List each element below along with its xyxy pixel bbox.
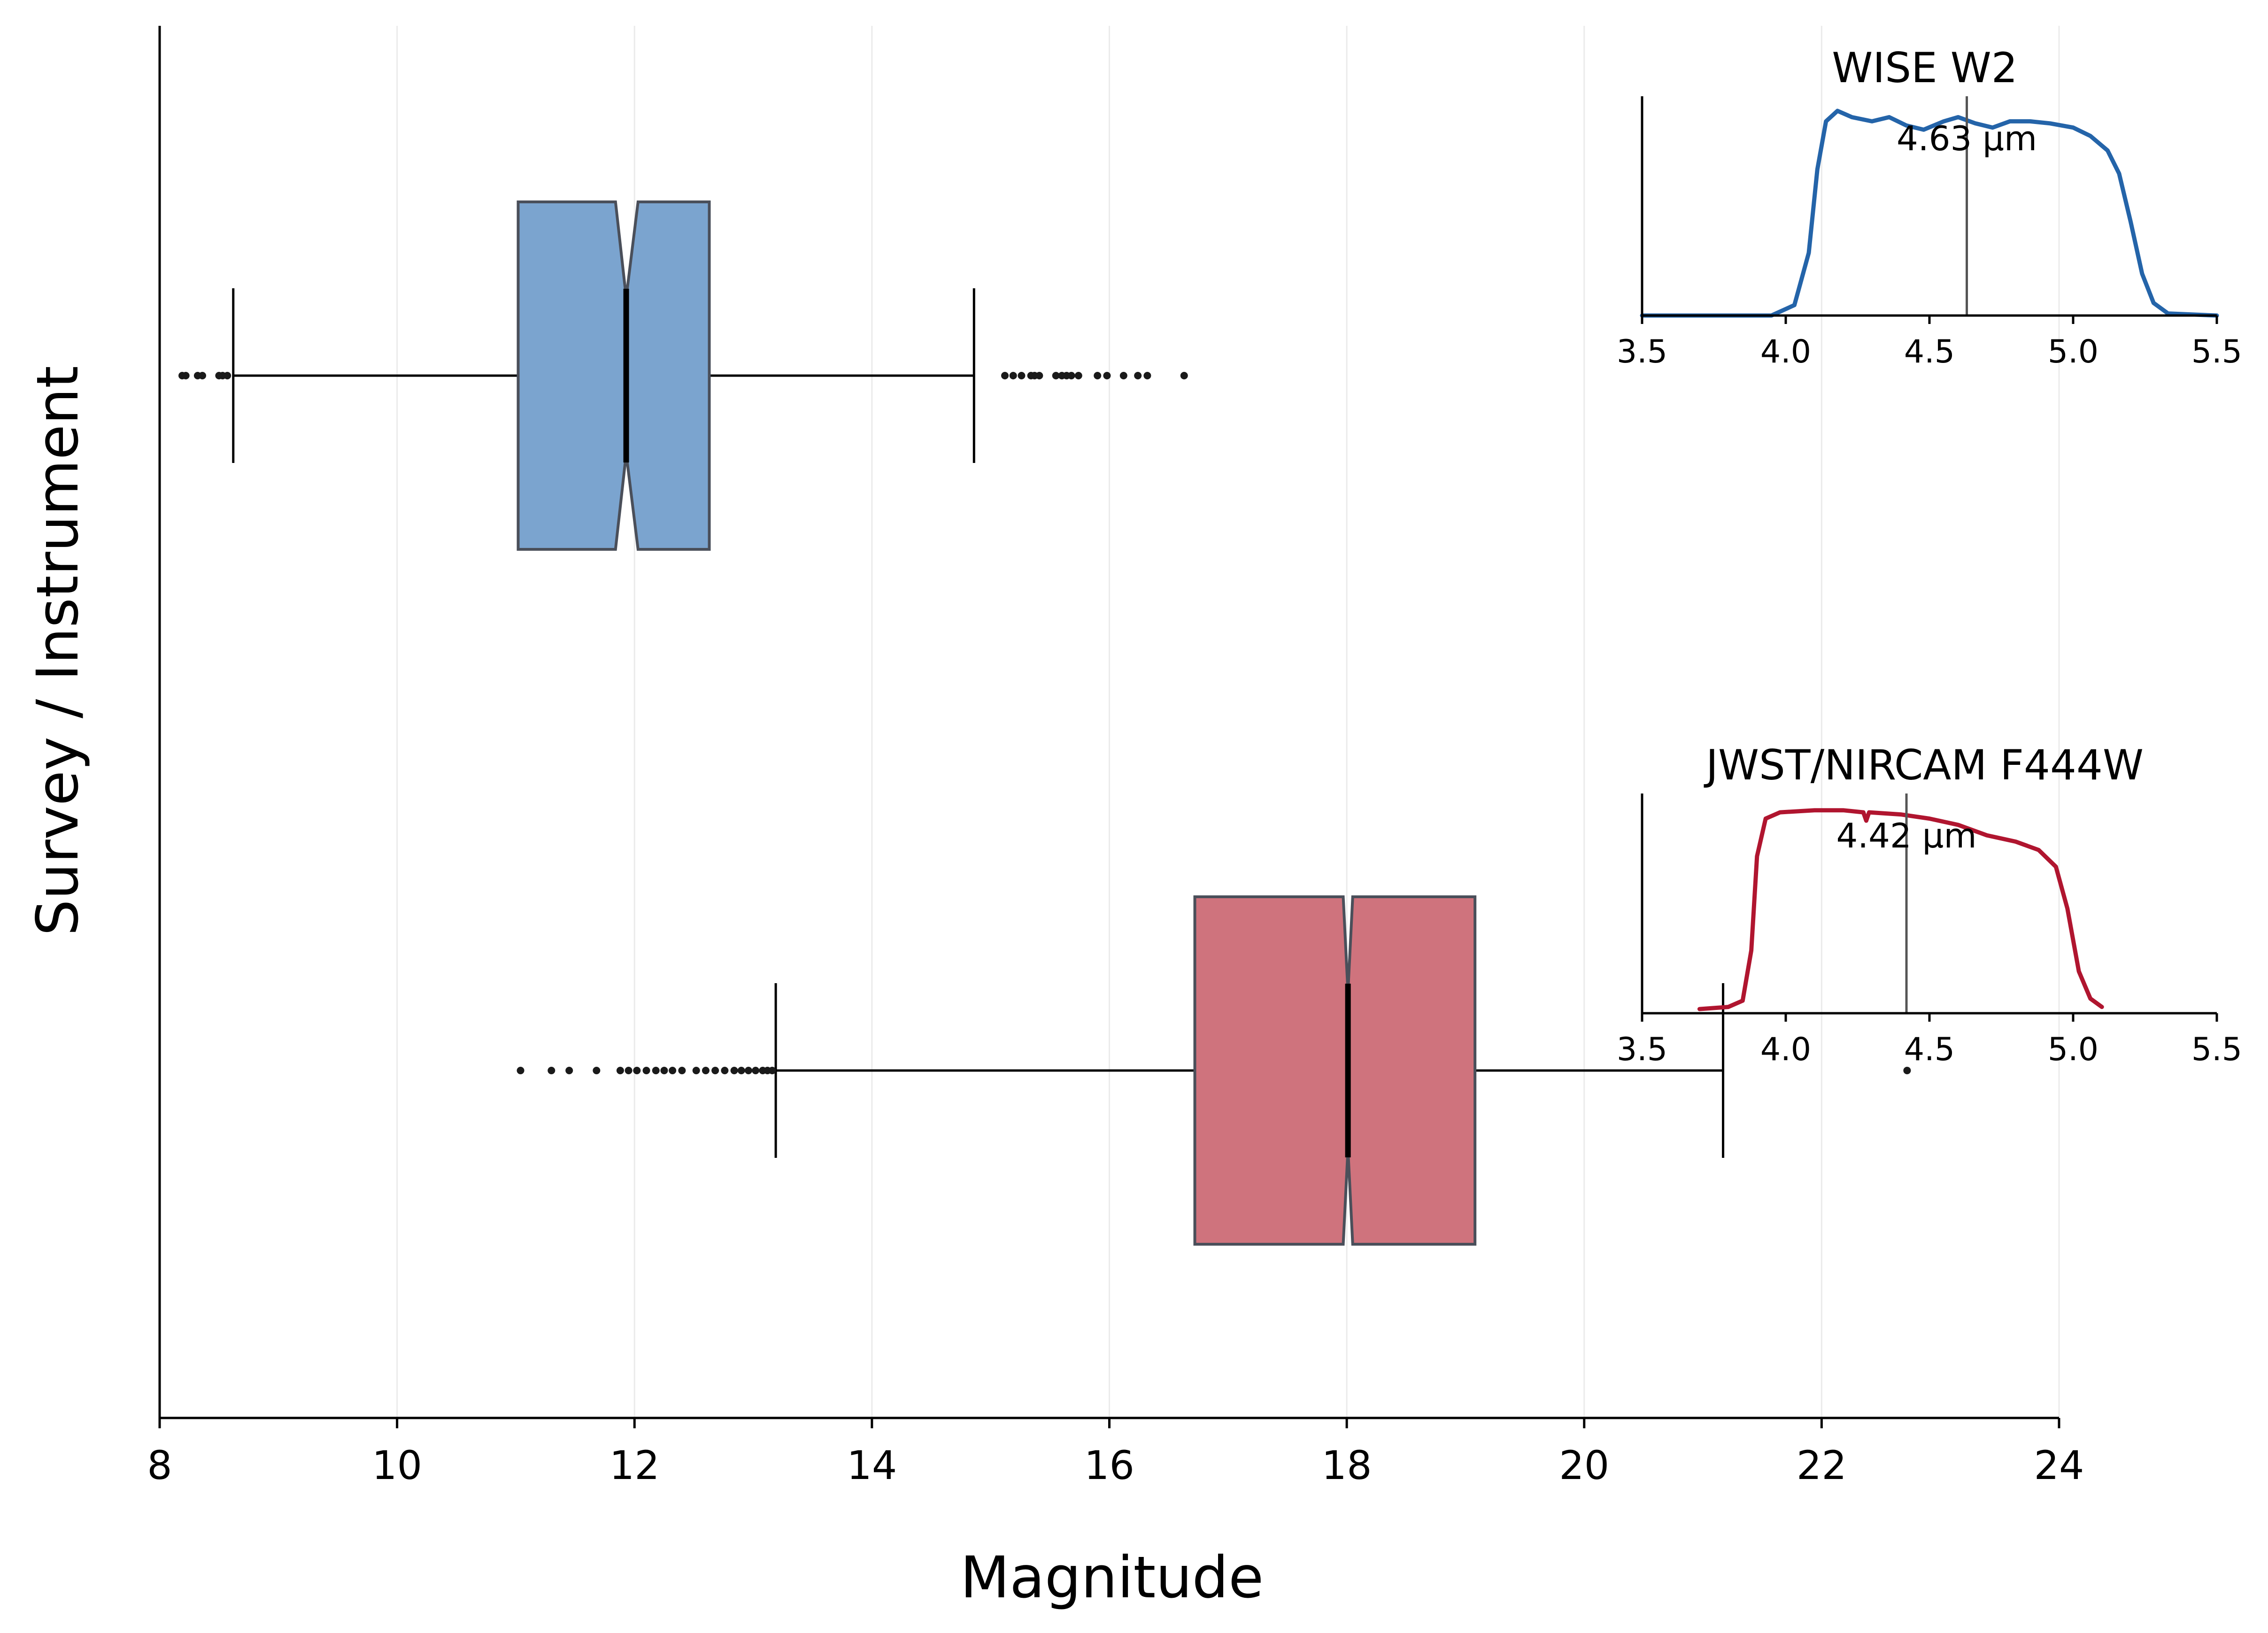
inset-x-tick-label: 4.0 [1760,333,1811,370]
box [517,200,711,551]
outlier-point [1018,372,1026,379]
outlier-point [678,1067,686,1074]
outlier-point [1094,372,1102,379]
outlier-point [593,1067,601,1074]
inset-x-tick-label: 5.0 [2048,333,2098,370]
x-tick-label: 22 [1797,1442,1847,1488]
outlier-point [1143,372,1151,379]
inset-x-tick-label: 4.0 [1760,1031,1811,1068]
x-tick-label: 16 [1084,1442,1134,1488]
inset-x-tick-label: 4.5 [1904,333,1955,370]
outlier-point [1903,1067,1911,1074]
boxplot-series [178,200,1911,1246]
outlier-point [768,1067,776,1074]
inset-x-tick-label: 3.5 [1617,333,1667,370]
outlier-point [616,1067,624,1074]
outlier-point [744,1067,752,1074]
outlier-point [1035,372,1043,379]
filter-curve-insets: WISE W24.63 µm3.5 4.0 4.5 5.0 5.5JWST/NIRCAM… [1617,44,2242,1068]
outlier-point [224,372,231,379]
outlier-point [517,1067,525,1074]
outlier-point [1103,372,1111,379]
outlier-point [182,372,190,379]
main-gridlines [159,26,2060,1418]
x-tick-label: 20 [1559,1442,1609,1488]
outlier-point [1067,372,1075,379]
x-tick-label: 14 [847,1442,897,1488]
inset-x-tick-label: 5.5 [2191,1031,2242,1068]
outlier-point [711,1067,719,1074]
outlier-point [1119,372,1127,379]
outlier-point [660,1067,668,1074]
outlier-point [199,372,207,379]
outlier-point [1001,372,1009,379]
outlier-point [692,1067,700,1074]
outlier-point [702,1067,710,1074]
outlier-point [737,1067,745,1074]
x-tick-label: 12 [609,1442,660,1488]
outlier-point [548,1067,555,1074]
x-tick-label: 8 [147,1442,172,1488]
inset-title: JWST/NIRCAM F444W [1704,741,2144,789]
filter-curve [1697,808,2104,1011]
outlier-point [1009,372,1017,379]
inset-x-tick-label: 5.5 [2191,333,2242,370]
x-axis-label: Magnitude [960,1544,1264,1611]
outlier-point [652,1067,660,1074]
outlier-point [1134,372,1142,379]
central-wavelength-label: 4.42 µm [1836,816,1976,855]
central-wavelength-label: 4.63 µm [1897,119,2037,158]
outlier-point [1180,372,1188,379]
outlier-point [1052,372,1060,379]
main-axes: 8 10 12 14 16 18 20 22 24 [147,26,2084,1488]
outlier-point [625,1067,633,1074]
x-tick-label: 24 [2034,1442,2084,1488]
inset-x-tick-label: 3.5 [1617,1031,1667,1068]
outlier-point [642,1067,650,1074]
outlier-point [669,1067,677,1074]
x-tick-label: 18 [1322,1442,1372,1488]
inset: JWST/NIRCAM F444W 4.42 µm 3.5 4.0 4.5 5.0 5.5 [1617,741,2242,1068]
outlier-point [565,1067,573,1074]
box [1193,895,1477,1246]
outlier-point [752,1067,760,1074]
outlier-point [633,1067,641,1074]
outlier-point [730,1067,738,1074]
inset-title: WISE W2 [1832,44,2017,92]
x-tick-label: 10 [372,1442,422,1488]
outlier-point [1074,372,1082,379]
inset-x-tick-label: 5.0 [2048,1031,2098,1068]
y-axis-label: Survey / Instrument [24,366,91,936]
outlier-point [721,1067,729,1074]
inset: WISE W2 4.63 µm 3.5 4.0 4.5 5.0 5.5 [1617,44,2242,370]
inset-x-tick-label: 4.5 [1904,1031,1955,1068]
